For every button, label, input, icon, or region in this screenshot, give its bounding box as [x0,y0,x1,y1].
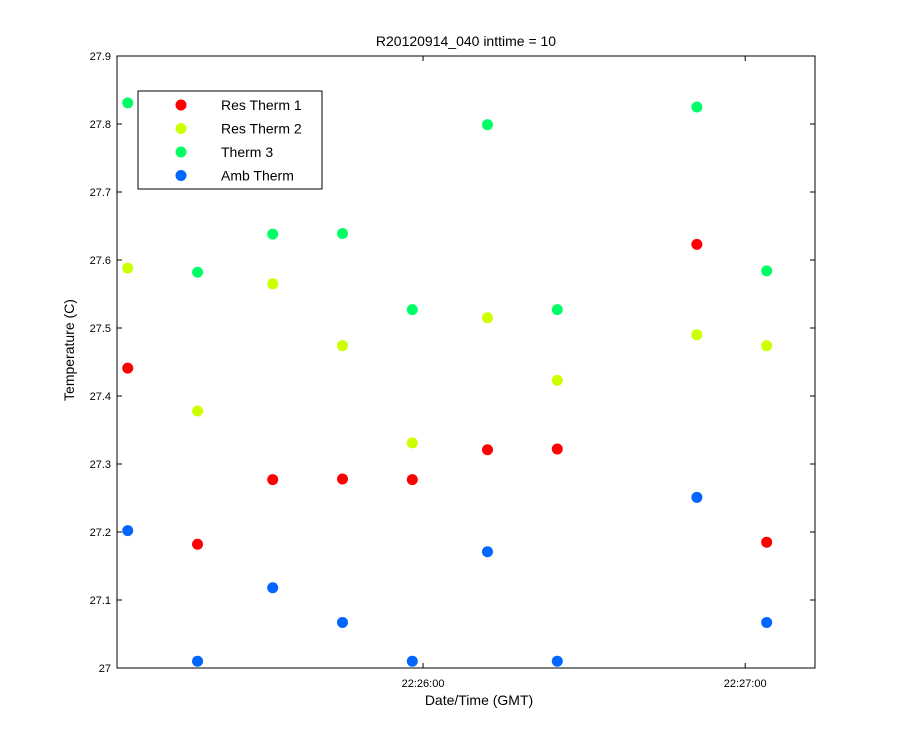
data-point [267,228,279,240]
data-point [406,437,418,449]
data-point [337,473,349,485]
data-point [761,340,773,352]
legend-items: Res Therm 1 Res Therm 2 Therm 3 Amb Therm [175,97,302,184]
data-point [337,616,349,628]
data-point [551,443,563,455]
data-point [192,655,204,667]
axis-ticks: 27 27.1 27.2 27.3 27.4 27.5 27.6 27.7 27.8 27.9 22… [90,51,815,690]
series-therm-3 [122,97,773,316]
legend-label: Therm 3 [221,144,273,160]
data-point [761,616,773,628]
y-tick-label: 27 [99,663,111,675]
y-tick-label: 27.3 [90,459,111,471]
y-tick-label: 27.5 [90,323,111,335]
chart-title: R20120914_040 inttime = 10 [376,33,556,49]
data-point [691,238,703,250]
data-point [337,340,349,352]
data-point [406,304,418,316]
y-axis-label: Temperature (C) [61,299,77,401]
legend: Res Therm 1 Res Therm 2 Therm 3 Amb Therm [137,90,323,190]
y-tick-label: 27.4 [90,391,111,403]
x-tick-label: 22:27:00 [724,678,767,690]
data-point [551,374,563,386]
y-tick-label: 27.7 [90,187,111,199]
x-tick-label: 22:26:00 [402,678,445,690]
legend-marker [175,99,187,111]
data-point [267,278,279,290]
data-point [267,474,279,486]
data-point [761,536,773,548]
y-tick-label: 27.8 [90,119,111,131]
data-point [691,101,703,113]
data-point [481,546,493,558]
data-point [481,312,493,324]
data-point [122,362,134,374]
y-tick-label: 27.9 [90,51,111,63]
legend-marker [175,170,187,181]
data-point [192,266,204,278]
data-point [406,655,418,667]
data-point [267,582,279,594]
series-res-therm-1 [122,238,773,550]
data-point [761,265,773,277]
data-points [122,97,773,667]
data-point [691,329,703,341]
data-point [551,655,563,667]
legend-label: Res Therm 1 [221,97,302,113]
y-tick-label: 27.1 [90,595,111,607]
data-point [192,405,204,417]
legend-marker [175,123,187,134]
data-point [122,525,134,537]
data-point [481,444,493,456]
data-point [481,119,493,131]
data-point [551,304,563,316]
data-point [122,262,134,274]
data-point [192,538,204,550]
y-tick-label: 27.2 [90,527,111,539]
x-axis-label: Date/Time (GMT) [425,692,533,708]
legend-box [137,90,323,190]
legend-label: Amb Therm [221,168,294,184]
data-point [406,474,418,486]
legend-label: Res Therm 2 [221,121,302,137]
data-point [122,97,134,109]
data-point [337,227,349,239]
series-amb-therm [122,491,773,667]
series-res-therm-2 [122,262,773,449]
y-tick-label: 27.6 [90,255,111,267]
data-point [691,491,703,503]
legend-marker [175,146,187,158]
